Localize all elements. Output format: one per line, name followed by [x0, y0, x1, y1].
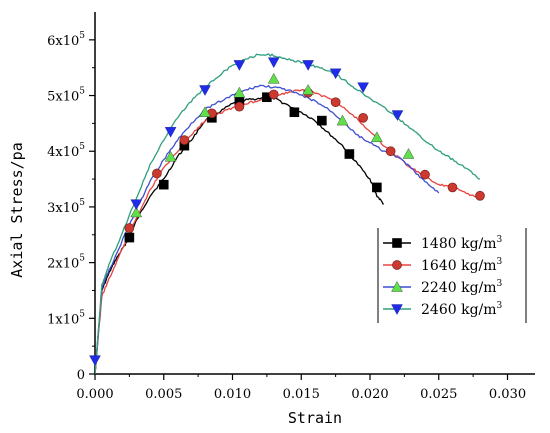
y-tick-label: 1x105	[47, 309, 85, 327]
ticks-layer: 0.000 0.005 0.010 0.015 0.020 0.025 0.030 0 1x10…	[47, 31, 526, 402]
series-marker-2	[475, 190, 485, 201]
series-marker-3	[336, 114, 349, 126]
series-marker-2	[152, 168, 162, 179]
x-tick-label: 0.015	[283, 387, 320, 402]
series-marker-4	[391, 110, 404, 121]
series-marker-2	[447, 182, 458, 193]
series-marker-1	[317, 115, 327, 126]
legend-marker	[391, 281, 403, 292]
x-axis-title: Strain	[288, 409, 342, 427]
series-marker-4	[89, 355, 101, 366]
series-marker-3	[130, 206, 143, 218]
series-marker-1	[124, 232, 135, 243]
series-marker-4	[199, 85, 211, 96]
legend-marker	[391, 304, 403, 315]
y-tick-label: 0	[77, 368, 85, 383]
series-marker-2	[358, 112, 368, 123]
series-line-1	[95, 96, 384, 374]
series-marker-2	[234, 101, 245, 112]
markers-layer	[89, 57, 485, 366]
series-marker-4	[164, 127, 177, 138]
y-tick-label: 4x105	[47, 142, 85, 160]
series-marker-2	[268, 89, 279, 100]
y-tick-label: 5x105	[47, 87, 85, 105]
series-marker-2	[124, 223, 135, 233]
series-marker-4	[267, 57, 280, 69]
legend-label: 2240 kg/m3	[421, 279, 503, 296]
legend-label: 1480 kg/m3	[421, 235, 503, 252]
y-tick-label: 2x105	[47, 254, 85, 272]
legend-marker	[392, 260, 402, 270]
series-marker-4	[357, 82, 369, 94]
y-tick-label: 6x105	[47, 31, 85, 49]
series-marker-4	[302, 60, 314, 71]
series-marker-3	[233, 86, 246, 98]
series-marker-2	[179, 135, 190, 145]
series-marker-2	[385, 146, 396, 157]
x-tick-label: 0.020	[351, 387, 388, 402]
series-marker-3	[164, 150, 177, 162]
series-marker-3	[371, 131, 383, 143]
series-marker-1	[372, 182, 382, 193]
series-line-3	[95, 84, 440, 374]
x-tick-label: 0.000	[76, 387, 113, 402]
axes	[94, 12, 535, 375]
series-marker-1	[289, 107, 300, 118]
y-tick-label: 3x105	[47, 198, 85, 216]
series-layer	[95, 53, 481, 374]
series-marker-3	[267, 72, 280, 84]
x-tick-label: 0.010	[214, 387, 251, 402]
series-marker-3	[302, 84, 314, 95]
series-marker-3	[402, 148, 415, 159]
series-marker-3	[199, 106, 211, 117]
series-marker-1	[344, 149, 355, 159]
legend-marker	[392, 238, 402, 248]
legend-label: 2460 kg/m3	[421, 301, 503, 318]
legend-label: 1640 kg/m3	[421, 257, 503, 274]
x-tick-label: 0.025	[420, 387, 457, 402]
x-tick-label: 0.030	[489, 387, 526, 402]
y-axis-title: Axial Stress/pa	[8, 142, 26, 277]
x-tick-label: 0.005	[145, 387, 182, 402]
legend: 1480 kg/m3 1640 kg/m3 2240 kg/m3 2460 kg/m3	[377, 228, 527, 323]
series-marker-2	[420, 169, 430, 180]
series-marker-4	[329, 68, 342, 80]
series-marker-2	[330, 97, 341, 108]
series-line-4	[95, 53, 481, 374]
series-marker-1	[158, 179, 169, 190]
series-line-2	[95, 88, 481, 374]
series-marker-4	[233, 60, 246, 71]
series-marker-4	[130, 199, 143, 211]
